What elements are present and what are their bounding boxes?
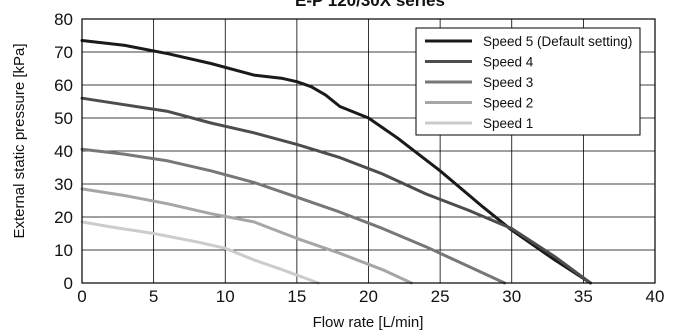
y-tick-label: 60 [54,76,73,95]
y-tick-label: 20 [54,208,73,227]
y-tick-label: 30 [54,175,73,194]
legend-items: Speed 5 (Default setting) Speed 4 Speed 3 S… [425,34,632,131]
series-line-speed-5 [80,39,592,285]
series-line-speed-4 [80,96,592,285]
x-tick-label: 25 [431,287,450,306]
y-tick-label: 50 [54,109,73,128]
x-tick-label: 20 [359,287,378,306]
chart-title: E-P 120/30X series [295,0,445,10]
y-tick-label: 70 [54,43,73,62]
x-tick-label: 5 [149,287,158,306]
x-tick-label: 15 [287,287,306,306]
legend: Speed 5 (Default setting) Speed 4 Speed 3 S… [415,27,641,136]
x-tick-label: 10 [216,287,235,306]
y-tick-label: 40 [54,142,73,161]
series-layer [80,39,592,285]
series-line-speed-2 [80,187,413,285]
tick-labels: 0 5 10 15 20 25 30 35 40 0 10 20 30 40 50 60 70 80 [54,10,664,306]
plot-frame [81,18,656,284]
y-axis-title: External static pressure [kPa] [11,43,28,238]
y-tick-label: 80 [54,10,73,29]
legend-label: Speed 1 [483,116,533,131]
x-tick-label: 0 [77,287,86,306]
series-line-speed-3 [80,147,507,285]
x-axis-title: Flow rate [L/min] [313,314,424,331]
y-tick-label: 10 [54,241,73,260]
series-line-speed-1 [80,220,320,285]
x-tick-label: 35 [574,287,593,306]
legend-label: Speed 2 [483,96,533,111]
x-tick-label: 40 [646,287,665,306]
legend-label: Speed 4 [483,55,534,70]
y-tick-label: 0 [64,274,73,293]
legend-label: Speed 5 (Default setting) [483,34,632,49]
x-tick-label: 30 [502,287,521,306]
legend-label: Speed 3 [483,75,533,90]
